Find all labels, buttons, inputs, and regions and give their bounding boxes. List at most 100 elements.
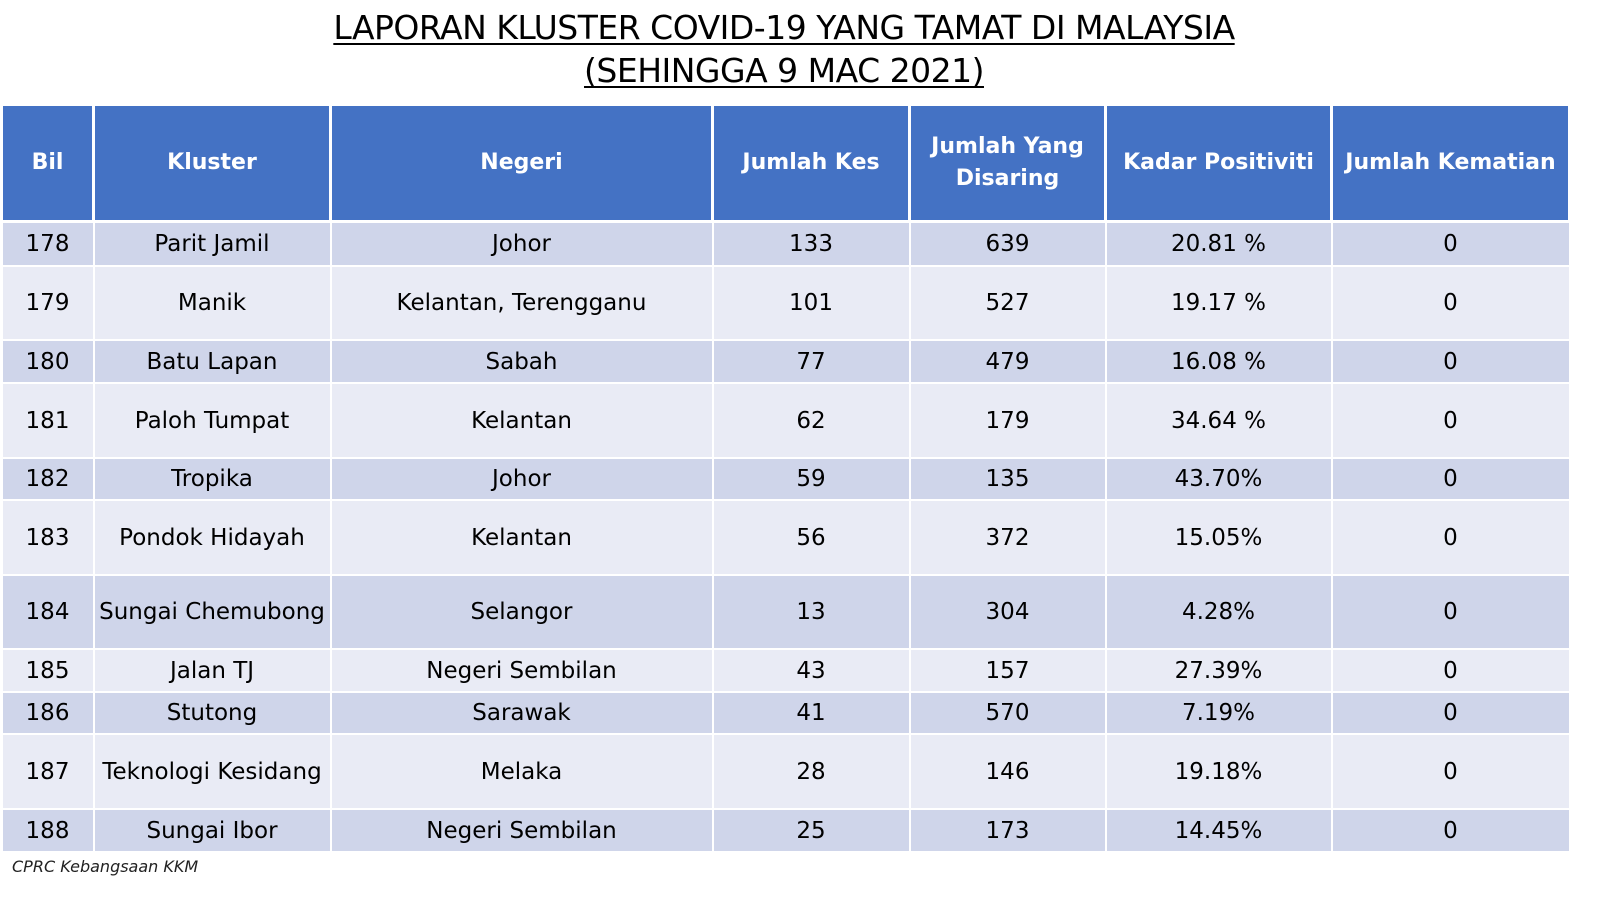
header-kluster: Kluster [92,106,332,223]
cell-kadar-positiviti: 19.17 % [1104,266,1333,341]
cell-kadar-positiviti: 43.70% [1104,458,1333,501]
cell-negeri: Melaka [329,734,714,810]
cell-kadar-positiviti: 34.64 % [1104,383,1333,459]
cell-bil: 188 [0,809,95,853]
cell-jumlah-disaring: 372 [908,500,1107,576]
cell-negeri: Johor [329,219,714,267]
cell-jumlah-kematian: 0 [1330,734,1571,810]
cell-jumlah-disaring: 527 [908,266,1107,341]
cell-jumlah-kes: 13 [711,575,911,650]
cell-jumlah-disaring: 479 [908,340,1107,384]
cell-negeri: Sabah [329,340,714,384]
table-header-row: Bil Kluster Negeri Jumlah Kes Jumlah Yan… [0,106,1571,223]
cell-kluster: Sungai Ibor [92,809,332,853]
cell-jumlah-kematian: 0 [1330,383,1571,459]
cell-negeri: Kelantan, Terengganu [329,266,714,341]
header-jumlah-kes: Jumlah Kes [711,106,911,223]
table-row: 178 Parit Jamil Johor 133 639 20.81 % 0 [0,219,1571,267]
cell-bil: 178 [0,219,95,267]
cell-kadar-positiviti: 16.08 % [1104,340,1333,384]
cell-negeri: Kelantan [329,500,714,576]
cell-kluster: Teknologi Kesidang [92,734,332,810]
table-row: 185 Jalan TJ Negeri Sembilan 43 157 27.3… [0,649,1571,693]
cell-kluster: Batu Lapan [92,340,332,384]
cell-jumlah-kes: 56 [711,500,911,576]
title-line-2: (SEHINGGA 9 MAC 2021) [584,51,984,90]
cell-negeri: Kelantan [329,383,714,459]
cell-kadar-positiviti: 20.81 % [1104,219,1333,267]
cell-kluster: Jalan TJ [92,649,332,693]
cell-jumlah-kematian: 0 [1330,809,1571,853]
cell-jumlah-kes: 41 [711,692,911,735]
cell-kadar-positiviti: 4.28% [1104,575,1333,650]
cell-bil: 186 [0,692,95,735]
cell-jumlah-kes: 59 [711,458,911,501]
cell-jumlah-disaring: 135 [908,458,1107,501]
cell-jumlah-disaring: 146 [908,734,1107,810]
cell-jumlah-kematian: 0 [1330,458,1571,501]
cell-jumlah-kes: 62 [711,383,911,459]
title-line-1: LAPORAN KLUSTER COVID-19 YANG TAMAT DI M… [333,8,1235,47]
cell-bil: 184 [0,575,95,650]
header-jumlah-disaring: Jumlah Yang Disaring [908,106,1107,223]
cell-bil: 185 [0,649,95,693]
cell-bil: 179 [0,266,95,341]
table-row: 180 Batu Lapan Sabah 77 479 16.08 % 0 [0,340,1571,384]
cell-jumlah-disaring: 304 [908,575,1107,650]
header-bil: Bil [0,106,95,223]
table-row: 188 Sungai Ibor Negeri Sembilan 25 173 1… [0,809,1571,853]
cell-negeri: Negeri Sembilan [329,809,714,853]
cell-negeri: Johor [329,458,714,501]
cell-jumlah-disaring: 173 [908,809,1107,853]
cell-jumlah-kematian: 0 [1330,340,1571,384]
cell-kluster: Tropika [92,458,332,501]
cell-negeri: Selangor [329,575,714,650]
cell-kluster: Sungai Chemubong [92,575,332,650]
table-row: 187 Teknologi Kesidang Melaka 28 146 19.… [0,734,1571,810]
cell-kadar-positiviti: 15.05% [1104,500,1333,576]
cell-jumlah-disaring: 639 [908,219,1107,267]
cell-jumlah-kematian: 0 [1330,649,1571,693]
cell-kluster: Parit Jamil [92,219,332,267]
cell-jumlah-kematian: 0 [1330,575,1571,650]
cell-jumlah-kematian: 0 [1330,266,1571,341]
cell-jumlah-kes: 133 [711,219,911,267]
table-row: 181 Paloh Tumpat Kelantan 62 179 34.64 %… [0,383,1571,459]
cell-kadar-positiviti: 19.18% [1104,734,1333,810]
cell-kluster: Pondok Hidayah [92,500,332,576]
cell-kluster: Paloh Tumpat [92,383,332,459]
cell-jumlah-kematian: 0 [1330,500,1571,576]
cell-negeri: Negeri Sembilan [329,649,714,693]
header-jumlah-kematian: Jumlah Kematian [1330,106,1571,223]
cell-jumlah-kes: 101 [711,266,911,341]
cell-bil: 187 [0,734,95,810]
cell-negeri: Sarawak [329,692,714,735]
cell-kluster: Stutong [92,692,332,735]
cell-kadar-positiviti: 7.19% [1104,692,1333,735]
header-kadar-positiviti: Kadar Positiviti [1104,106,1333,223]
cell-jumlah-disaring: 179 [908,383,1107,459]
table-row: 179 Manik Kelantan, Terengganu 101 527 1… [0,266,1571,341]
cell-kadar-positiviti: 27.39% [1104,649,1333,693]
cell-jumlah-kes: 77 [711,340,911,384]
source-footer: CPRC Kebangsaan KKM [12,857,199,876]
cell-jumlah-kes: 28 [711,734,911,810]
cell-jumlah-disaring: 570 [908,692,1107,735]
page-title: LAPORAN KLUSTER COVID-19 YANG TAMAT DI M… [0,6,1568,92]
cell-jumlah-kes: 25 [711,809,911,853]
cell-jumlah-kematian: 0 [1330,692,1571,735]
table-row: 184 Sungai Chemubong Selangor 13 304 4.2… [0,575,1571,650]
cell-bil: 183 [0,500,95,576]
table-row: 182 Tropika Johor 59 135 43.70% 0 [0,458,1571,501]
cell-bil: 182 [0,458,95,501]
header-negeri: Negeri [329,106,714,223]
cell-jumlah-disaring: 157 [908,649,1107,693]
cell-kadar-positiviti: 14.45% [1104,809,1333,853]
cell-jumlah-kes: 43 [711,649,911,693]
cluster-table: Bil Kluster Negeri Jumlah Kes Jumlah Yan… [0,106,1571,853]
cell-jumlah-kematian: 0 [1330,219,1571,267]
cell-bil: 180 [0,340,95,384]
cell-bil: 181 [0,383,95,459]
cell-kluster: Manik [92,266,332,341]
table-row: 183 Pondok Hidayah Kelantan 56 372 15.05… [0,500,1571,576]
